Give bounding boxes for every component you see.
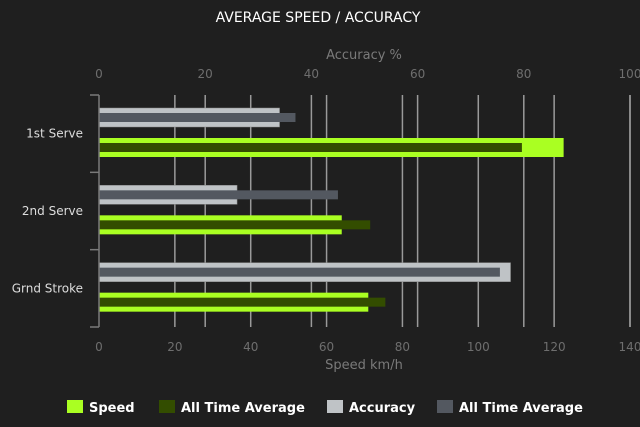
legend-label: Accuracy	[349, 401, 416, 416]
legend-label: All Time Average	[181, 401, 305, 416]
legend-swatch	[67, 400, 83, 413]
bottom-tick-label: 40	[243, 340, 258, 354]
bar-speed-average	[99, 220, 371, 230]
top-tick-label: 60	[410, 67, 425, 81]
bottom-axis-label: Speed km/h	[325, 358, 403, 373]
bar-accuracy-average	[99, 190, 338, 200]
bar-speed-average	[99, 297, 386, 307]
legend-swatch	[437, 400, 453, 413]
top-axis-label: Accuracy %	[326, 48, 402, 63]
bottom-tick-label: 80	[395, 340, 410, 354]
bottom-tick-label: 60	[319, 340, 334, 354]
legend-swatch	[327, 400, 343, 413]
bar-speed-average	[99, 143, 522, 152]
bottom-tick-label: 140	[619, 340, 640, 354]
bar-accuracy-average	[99, 267, 500, 277]
top-tick-label: 0	[95, 67, 103, 81]
bar-accuracy-average	[99, 113, 296, 122]
legend-label: All Time Average	[459, 401, 583, 416]
top-tick-label: 20	[198, 67, 213, 81]
top-tick-label: 40	[304, 67, 319, 81]
category-label: Grnd Stroke	[12, 281, 83, 295]
category-label: 2nd Serve	[22, 204, 83, 218]
category-label: 1st Serve	[26, 127, 83, 141]
bottom-tick-label: 0	[95, 340, 103, 354]
bottom-tick-label: 20	[167, 340, 182, 354]
chart-title: AVERAGE SPEED / ACCURACY	[216, 10, 421, 26]
legend-label: Speed	[89, 401, 135, 416]
bottom-tick-label: 100	[467, 340, 490, 354]
top-tick-label: 80	[516, 67, 531, 81]
top-tick-label: 100	[619, 67, 640, 81]
legend-swatch	[159, 400, 175, 413]
bottom-tick-label: 120	[543, 340, 566, 354]
